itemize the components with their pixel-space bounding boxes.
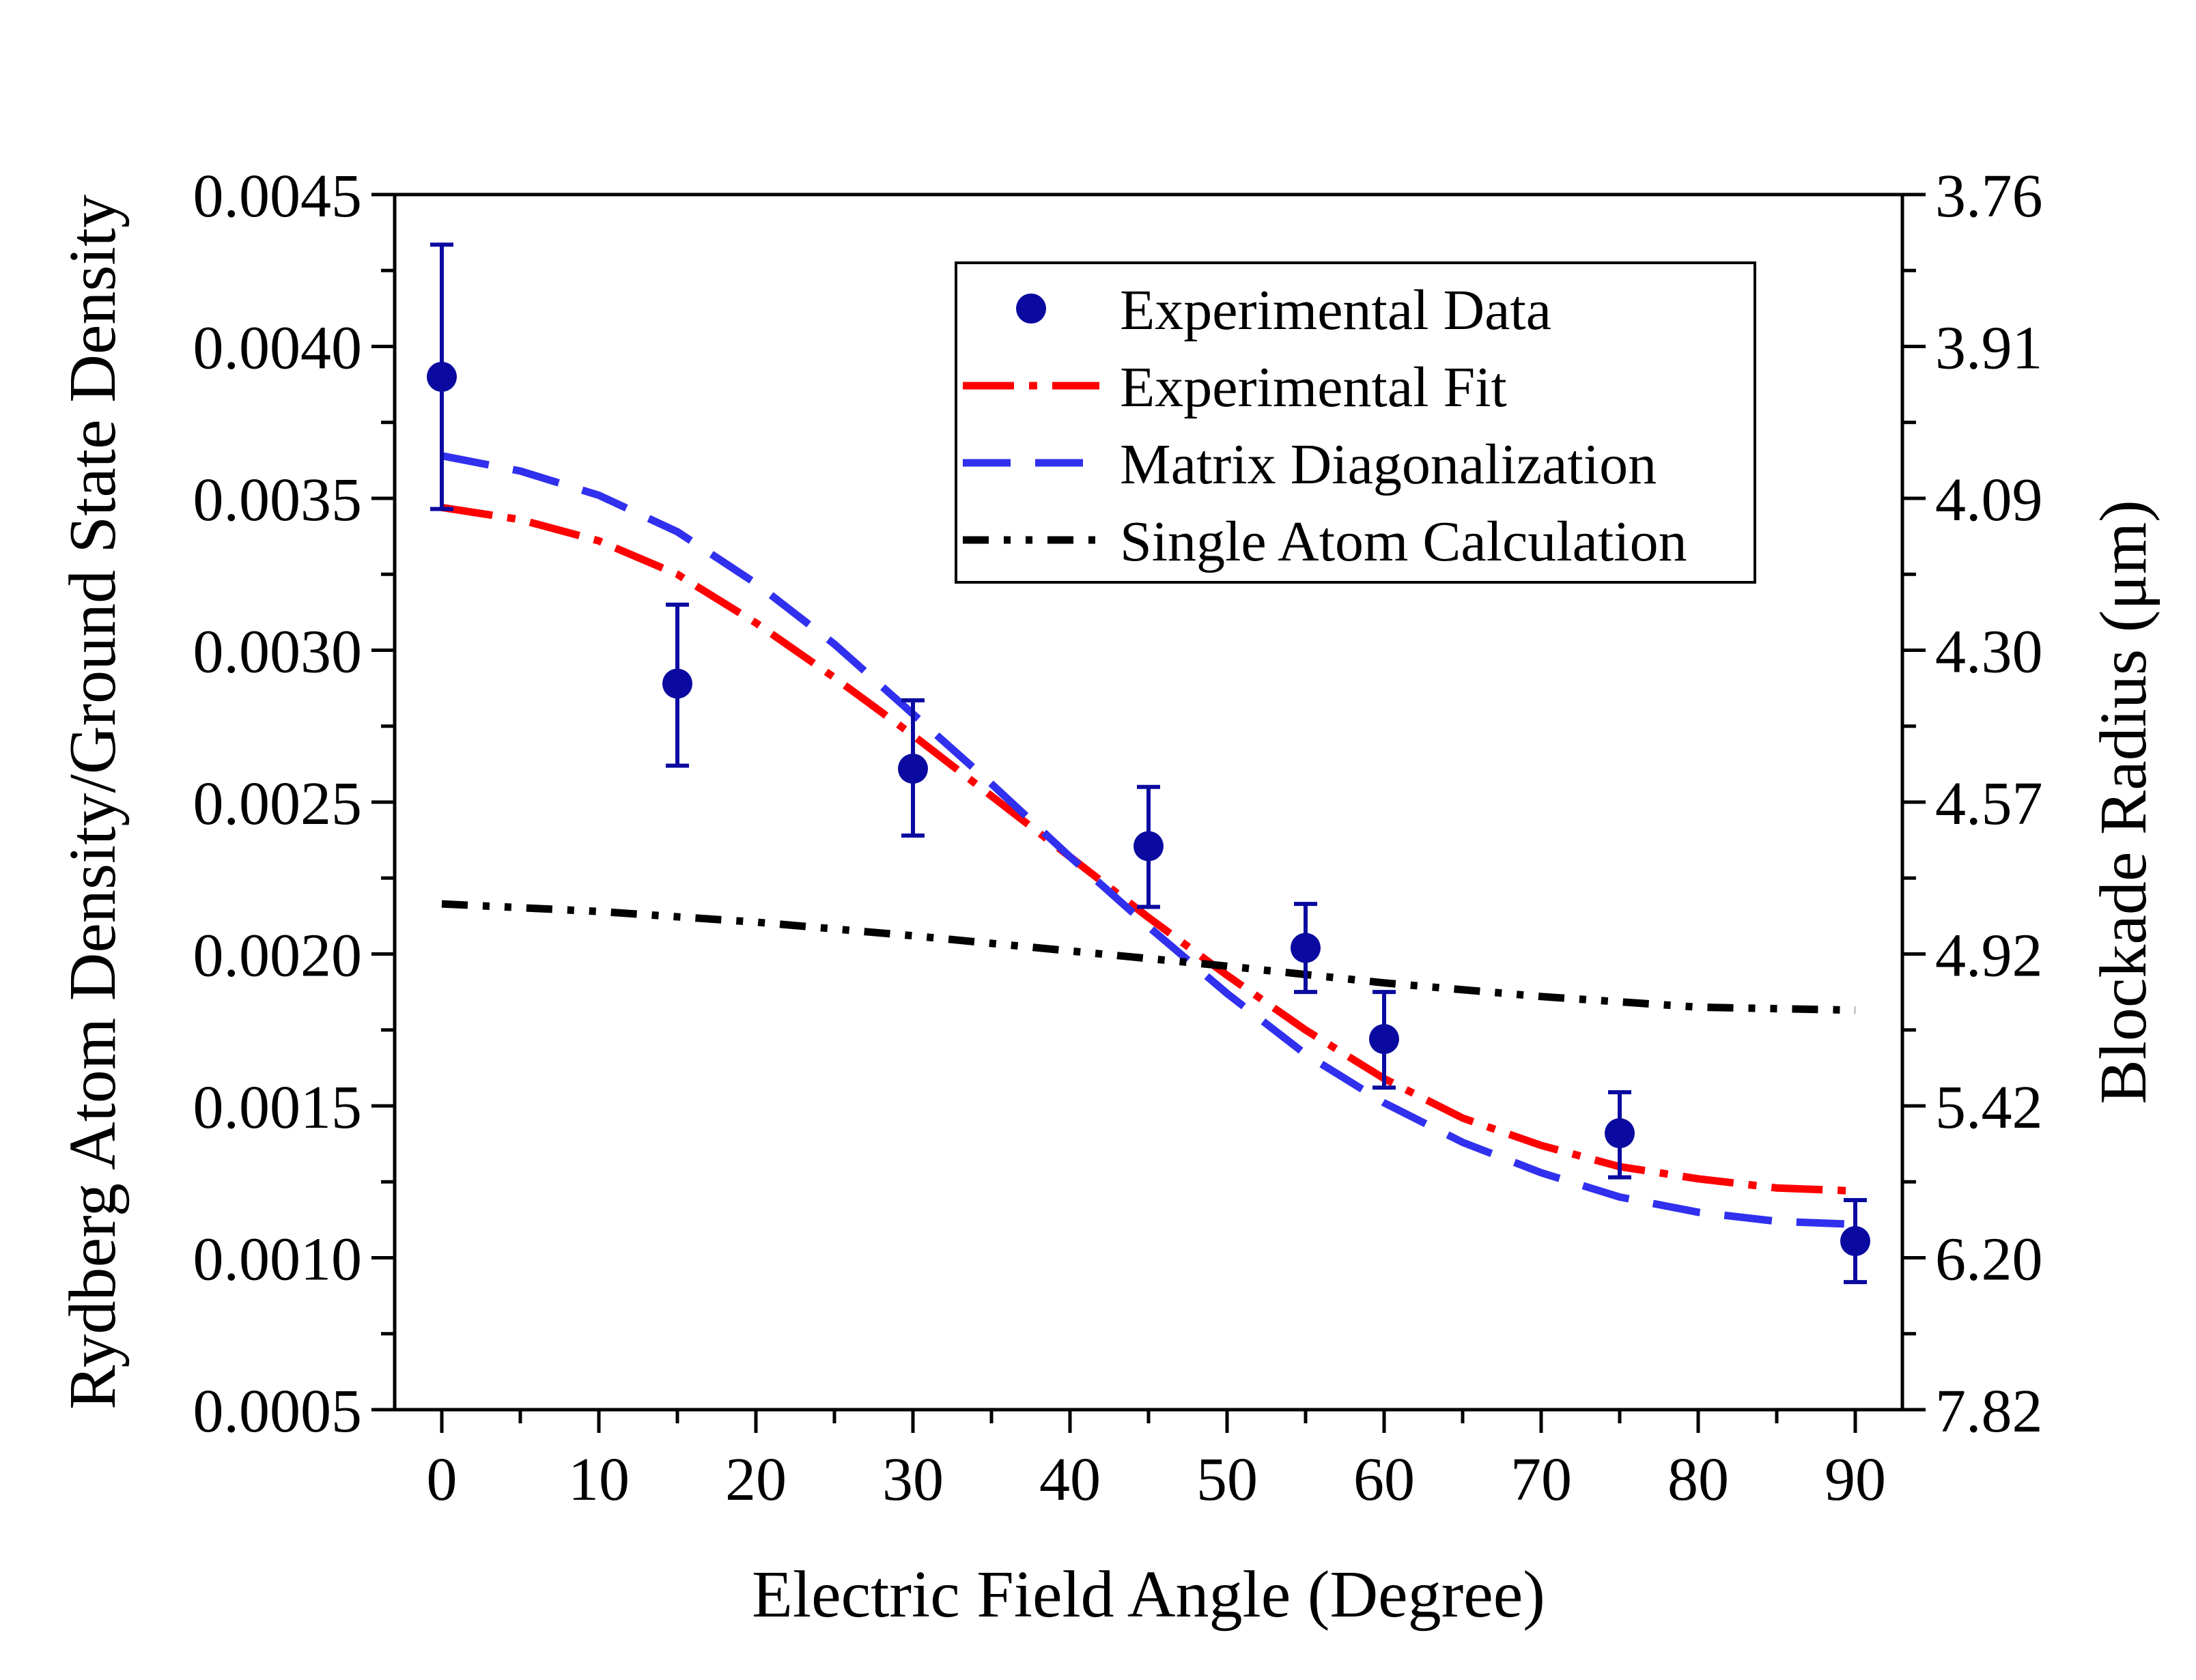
data-point bbox=[1369, 1024, 1399, 1055]
y2-tick-label: 4.92 bbox=[1935, 922, 2043, 990]
legend: Experimental Data Experimental Fit Matrix … bbox=[955, 261, 1756, 584]
y2-tick-label: 3.76 bbox=[1935, 162, 2043, 230]
y-tick-label: 0.0015 bbox=[193, 1074, 363, 1141]
y-tick-labels: 0.0005 0.0010 0.0015 0.0020 0.0025 0.0030 0.00… bbox=[193, 162, 363, 1445]
data-point bbox=[1134, 831, 1164, 862]
y-tick-label: 0.0040 bbox=[193, 315, 363, 382]
x-tick-label: 20 bbox=[725, 1446, 787, 1513]
legend-label-single-atom-calculation: Single Atom Calculation bbox=[1120, 510, 1687, 573]
x-tick-label: 70 bbox=[1510, 1446, 1572, 1513]
legend-marker-experimental-data bbox=[1016, 294, 1046, 324]
x-tick-label: 90 bbox=[1825, 1446, 1886, 1513]
x-tick-label: 60 bbox=[1353, 1446, 1415, 1513]
x-tick-label: 80 bbox=[1667, 1446, 1729, 1513]
y-axis-label: Rydberg Atom Density/Ground State Densit… bbox=[56, 195, 130, 1410]
y-tick-label: 0.0010 bbox=[193, 1226, 363, 1294]
data-point bbox=[1605, 1118, 1635, 1149]
x-axis-label: Electric Field Angle (Degree) bbox=[752, 1558, 1545, 1632]
y2-tick-label: 5.42 bbox=[1935, 1074, 2043, 1141]
y2-axis-label: Blockade Radius (μm) bbox=[2087, 500, 2160, 1104]
legend-label-experimental-data: Experimental Data bbox=[1120, 279, 1551, 342]
x-tick-label: 50 bbox=[1196, 1446, 1258, 1513]
series-line-matrix-diagonalization bbox=[440, 452, 1856, 1228]
y2-tick-label: 3.91 bbox=[1935, 315, 2043, 382]
data-point bbox=[1291, 932, 1321, 963]
x-tick-label: 30 bbox=[882, 1446, 944, 1513]
y2-tick-label: 4.30 bbox=[1935, 618, 2043, 686]
legend-label-experimental-fit: Experimental Fit bbox=[1120, 356, 1507, 419]
y-tick-label: 0.0005 bbox=[193, 1378, 363, 1445]
y-tick-label: 0.0020 bbox=[193, 922, 363, 990]
y2-tick-label: 4.09 bbox=[1935, 466, 2043, 534]
series-line-single-atom-calculation bbox=[441, 900, 1856, 1014]
y-tick-label: 0.0045 bbox=[193, 162, 363, 230]
plot-points bbox=[427, 242, 1870, 1285]
data-point bbox=[898, 754, 928, 784]
x-tick-label: 0 bbox=[427, 1446, 458, 1513]
axis-ticks bbox=[371, 193, 1926, 1433]
y2-tick-label: 6.20 bbox=[1935, 1226, 2043, 1294]
data-point bbox=[427, 362, 457, 392]
x-tick-label: 40 bbox=[1039, 1446, 1101, 1513]
legend-box bbox=[955, 261, 1756, 584]
data-point bbox=[662, 668, 692, 699]
x-tick-label: 10 bbox=[568, 1446, 630, 1513]
legend-label-matrix-diagonalization: Matrix Diagonalization bbox=[1120, 433, 1657, 496]
data-point bbox=[1840, 1226, 1870, 1257]
y-tick-label: 0.0035 bbox=[193, 466, 363, 534]
x-tick-labels: 0 10 20 30 40 50 60 70 80 90 bbox=[427, 1446, 1887, 1513]
y2-tick-label: 7.82 bbox=[1935, 1378, 2043, 1445]
y-tick-label: 0.0025 bbox=[193, 770, 363, 838]
legend-items: Experimental Data Experimental Fit Matrix … bbox=[963, 279, 1687, 573]
y2-tick-labels: 7.82 6.20 5.42 4.92 4.57 4.30 4.09 3.91 3.76 bbox=[1935, 162, 2043, 1445]
y2-tick-label: 4.57 bbox=[1935, 770, 2043, 838]
y-tick-label: 0.0030 bbox=[193, 618, 363, 686]
